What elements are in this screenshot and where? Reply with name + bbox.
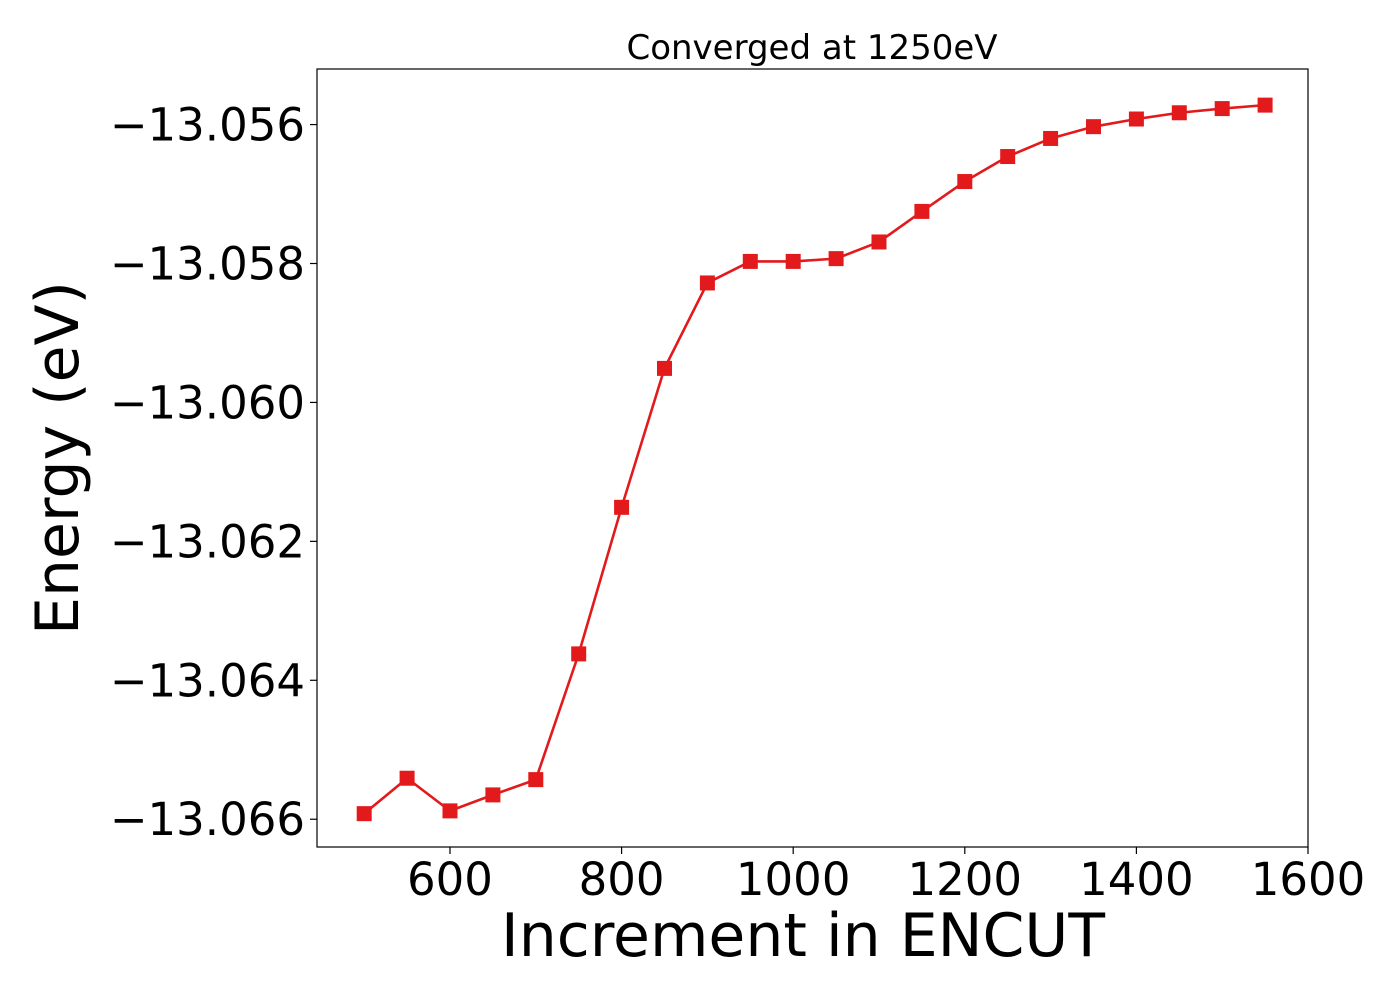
x-axis-title: Increment in ENCUT: [501, 901, 1105, 971]
data-point-marker: [1214, 101, 1230, 117]
data-point-marker: [1000, 149, 1016, 165]
y-tick-label: −13.066: [110, 793, 305, 846]
data-point-marker: [871, 234, 887, 250]
y-axis-ticks: −13.056 −13.058 −13.060 −13.062 −13.064 −13.0…: [110, 99, 317, 846]
data-point-marker: [742, 253, 758, 269]
series-layer: [356, 97, 1273, 822]
data-point-marker: [399, 770, 415, 786]
chart-title: Converged at 1250eV: [626, 28, 997, 68]
data-point-marker: [828, 251, 844, 267]
y-axis-title: Energy (eV): [23, 281, 93, 635]
data-point-marker: [914, 203, 930, 219]
y-tick-label: −13.064: [110, 654, 305, 707]
data-point-marker: [656, 360, 672, 376]
x-tick-label: 1600: [1251, 853, 1366, 906]
x-tick-label: 1200: [908, 853, 1023, 906]
data-point-marker: [614, 499, 630, 515]
data-point-marker: [485, 787, 501, 803]
x-tick-label: 1400: [1079, 853, 1194, 906]
x-tick-label: 1000: [736, 853, 851, 906]
y-tick-label: −13.062: [110, 515, 305, 568]
plot-area-frame: [316, 68, 1309, 848]
data-point-marker: [1171, 105, 1187, 121]
data-point-marker: [528, 772, 544, 788]
x-tick-label: 600: [407, 853, 493, 906]
data-point-marker: [442, 803, 458, 819]
data-point-marker: [356, 806, 372, 822]
y-tick-label: −13.060: [110, 376, 305, 429]
data-point-marker: [957, 174, 973, 190]
data-point-marker: [571, 646, 587, 662]
series-line: [363, 103, 1266, 815]
data-point-marker: [699, 275, 715, 291]
x-axis-ticks: 600 800 1000 1200 1400 1600: [407, 847, 1365, 906]
data-point-marker: [1043, 130, 1059, 146]
y-tick-label: −13.058: [110, 238, 305, 291]
data-point-marker: [1128, 111, 1144, 127]
data-point-marker: [1085, 119, 1101, 135]
data-point-marker: [1257, 97, 1273, 113]
data-point-marker: [785, 253, 801, 269]
x-tick-label: 800: [579, 853, 665, 906]
y-tick-label: −13.056: [110, 99, 305, 152]
